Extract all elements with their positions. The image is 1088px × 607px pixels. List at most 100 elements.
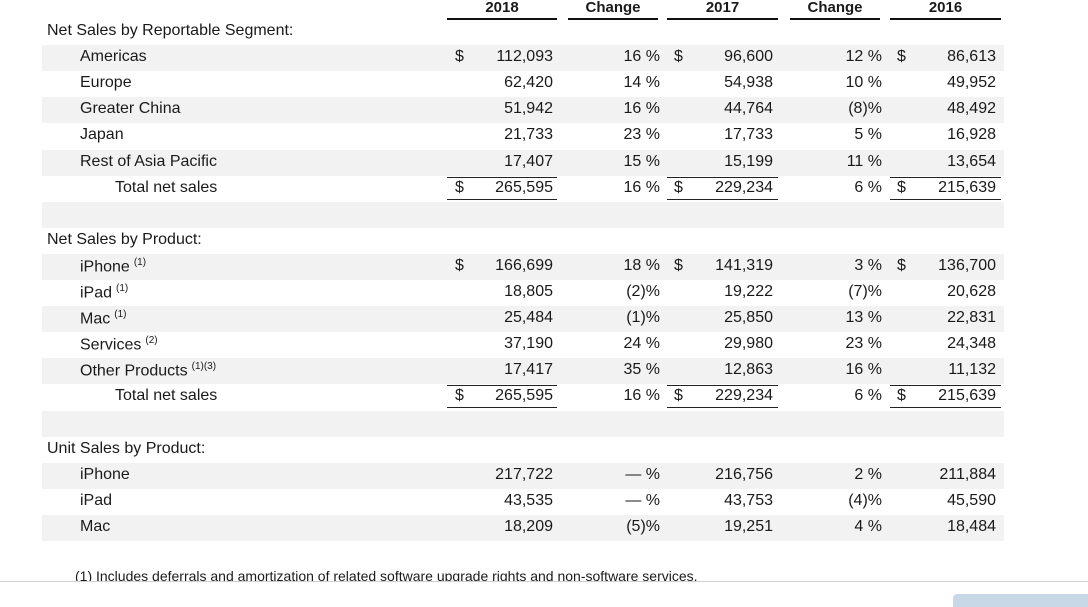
subtotal-rule — [447, 385, 557, 387]
row-shade — [42, 358, 1004, 385]
col-header-rule-2016 — [890, 18, 1001, 20]
value-2017: 25,850 — [724, 309, 773, 327]
footnote-ref: (1) — [116, 283, 129, 294]
change-2017-vs-2016: 16 % — [845, 361, 882, 379]
footnote-ref: (1) — [114, 309, 127, 321]
change-2018-vs-2017: 15 % — [623, 152, 660, 170]
value-2017: 216,756 — [715, 465, 773, 483]
row-shade — [42, 149, 1004, 176]
table-row-label: iPhone — [80, 466, 130, 484]
total-change-2017-vs-2016: 6 % — [854, 178, 882, 196]
row-shade — [42, 97, 1004, 124]
value-2016: 11,132 — [948, 361, 996, 379]
total-value-2018: 265,595 — [495, 178, 553, 196]
row-label-text: Rest of Asia Pacific — [80, 152, 217, 170]
dollar-sign: $ — [674, 178, 683, 196]
value-2018: 17,417 — [504, 361, 553, 379]
row-shade — [42, 306, 1004, 333]
col-header-2017: 2017 — [705, 0, 740, 16]
value-2017: 15,199 — [724, 152, 773, 170]
table-row-label: Mac — [80, 518, 110, 536]
row-label-text: Mac — [80, 310, 111, 328]
col-header-rule-change-2 — [790, 18, 880, 20]
row-shade — [42, 462, 1004, 489]
total-row-label: Total net sales — [115, 178, 218, 196]
row-label-text: Americas — [80, 48, 147, 66]
value-2016: 211,884 — [939, 465, 996, 483]
value-2017: 54,938 — [724, 74, 773, 92]
value-2017: 141,319 — [715, 256, 773, 274]
table-row-label: Europe — [80, 74, 132, 92]
row-shade — [42, 514, 1004, 541]
footnote-ref: (1)(3) — [191, 361, 217, 373]
change-2017-vs-2016: 4 % — [854, 517, 882, 535]
change-2018-vs-2017: (5)% — [626, 517, 660, 535]
dollar-sign: $ — [897, 48, 906, 66]
row-label-text: Other Products — [80, 362, 188, 380]
value-2018: 43,535 — [504, 491, 553, 509]
table-row-label: iPad (1) — [80, 283, 128, 302]
total-change-2017-vs-2016: 6 % — [854, 387, 882, 405]
value-2016: 45,590 — [947, 491, 996, 509]
total-change-2018-vs-2017: 16 % — [623, 178, 660, 196]
value-2018: 112,093 — [496, 48, 553, 66]
table-row-label: Mac (1) — [80, 309, 126, 328]
row-label-text: iPad — [80, 284, 113, 302]
dollar-sign: $ — [455, 256, 464, 274]
dollar-sign: $ — [455, 178, 464, 196]
value-2016: 48,492 — [947, 100, 996, 118]
value-2018: 217,722 — [495, 465, 553, 483]
total-value-2017: 229,234 — [715, 178, 773, 196]
footnote-ref: (1) — [133, 256, 147, 268]
change-2017-vs-2016: (4)% — [848, 491, 882, 509]
value-2016: 20,628 — [947, 283, 996, 300]
value-2018: 62,420 — [504, 74, 553, 92]
change-2017-vs-2016: 23 % — [845, 335, 882, 353]
change-2018-vs-2017: 16 % — [623, 48, 660, 66]
dollar-sign: $ — [897, 387, 906, 405]
col-header-rule-2017 — [667, 18, 778, 20]
value-2017: 19,251 — [724, 517, 773, 535]
value-2017: 29,980 — [724, 335, 773, 353]
total-change-2018-vs-2017: 16 % — [623, 387, 660, 405]
section-title: Net Sales by Product: — [47, 230, 202, 248]
value-2016: 136,700 — [938, 256, 996, 274]
value-2016: 13,654 — [947, 152, 996, 170]
col-header-2016: 2016 — [928, 0, 963, 16]
table-row-label: Greater China — [80, 100, 181, 118]
value-2018: 51,942 — [504, 100, 553, 118]
value-2016: 86,613 — [947, 48, 996, 66]
value-2018: 37,190 — [504, 335, 553, 353]
change-2018-vs-2017: (2)% — [626, 283, 660, 300]
change-2018-vs-2017: (1)% — [626, 309, 660, 327]
section-spacer — [42, 410, 1004, 437]
col-header-rule-change-1 — [568, 18, 658, 20]
total-value-2017: 229,234 — [715, 387, 773, 405]
value-2018: 18,805 — [504, 283, 553, 300]
change-2018-vs-2017: 16 % — [623, 100, 660, 118]
scroll-corner-button[interactable] — [953, 594, 1088, 607]
dollar-sign: $ — [674, 48, 683, 66]
table-row-label: Americas — [80, 48, 147, 66]
change-2018-vs-2017: 14 % — [623, 74, 660, 92]
dollar-sign: $ — [455, 48, 464, 66]
value-2017: 44,764 — [724, 100, 773, 118]
row-label-text: Mac — [80, 517, 111, 535]
value-2017: 17,733 — [724, 126, 773, 144]
subtotal-rule — [667, 385, 778, 387]
row-shade — [42, 45, 1004, 72]
value-2018: 166,699 — [495, 256, 553, 274]
change-2017-vs-2016: 10 % — [845, 74, 882, 92]
table-row-label: Rest of Asia Pacific — [80, 153, 217, 171]
row-label-text: iPhone — [80, 258, 130, 276]
dollar-sign: $ — [674, 256, 683, 274]
row-label-text: Greater China — [80, 100, 181, 118]
col-header-change-2: Change — [807, 0, 863, 16]
change-2017-vs-2016: 11 % — [846, 152, 882, 170]
section-title: Unit Sales by Product: — [47, 439, 206, 457]
change-2017-vs-2016: 5 % — [854, 126, 882, 144]
value-2016: 16,928 — [947, 126, 996, 144]
value-2016: 24,348 — [947, 335, 996, 353]
section-title: Net Sales by Reportable Segment: — [47, 22, 294, 39]
